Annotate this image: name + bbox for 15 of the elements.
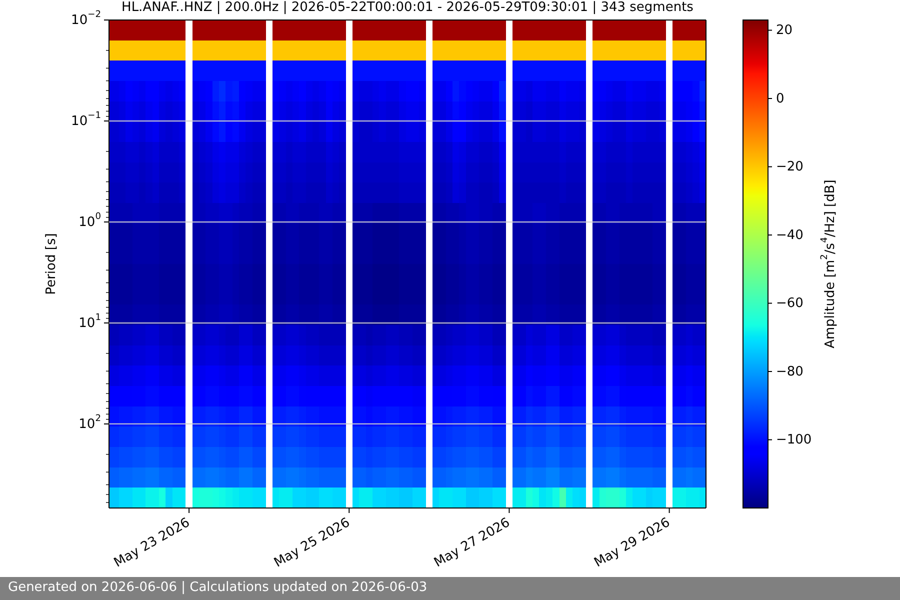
y-tick-label: 10$^{2}$: [78, 414, 101, 432]
chart-title: HL.ANAF..HNZ | 200.0Hz | 2026-05-22T00:00:01 - 2026-05-29T09:30:01 | 343 segments: [122, 0, 694, 16]
text: Generated on 2026-06-06 | Calculations updated on 2026-06-03: [8, 580, 428, 596]
color-bar-label: −80: [776, 364, 804, 379]
color-bar-label: 0: [776, 90, 784, 106]
color-bar-label: 20: [776, 22, 793, 38]
y-tick-label: 10$^{1}$: [78, 312, 101, 330]
y-tick-label: 10$^{0}$: [78, 212, 102, 230]
color-bar-label: −60: [776, 296, 804, 311]
y-axis-title: Period [s]: [44, 233, 60, 295]
y-tick-label: 10$^{−1}$: [71, 110, 101, 128]
color-bar-label: −20: [776, 159, 804, 174]
color-bar-label: −100: [776, 432, 812, 448]
y-tick-label: 10$^{−2}$: [71, 10, 101, 28]
color-bar-label: −40: [776, 227, 804, 242]
